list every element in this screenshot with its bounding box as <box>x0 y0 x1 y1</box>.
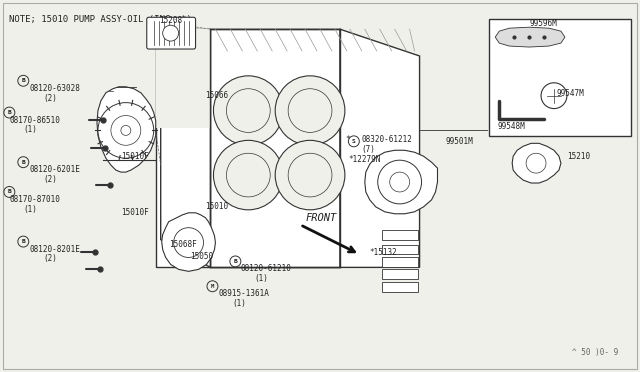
Circle shape <box>214 76 283 145</box>
Circle shape <box>214 140 283 210</box>
Text: (2): (2) <box>44 175 57 184</box>
Circle shape <box>98 103 154 158</box>
Polygon shape <box>97 87 156 172</box>
Polygon shape <box>512 143 561 183</box>
Text: (1): (1) <box>23 205 37 214</box>
Text: *: * <box>345 135 350 144</box>
Bar <box>381 269 417 279</box>
Circle shape <box>111 116 141 145</box>
Circle shape <box>526 153 546 173</box>
Text: 08320-61212: 08320-61212 <box>362 135 413 144</box>
Text: 08170-87010: 08170-87010 <box>10 195 60 204</box>
Text: (1): (1) <box>232 299 246 308</box>
Text: (7): (7) <box>362 145 376 154</box>
Text: 08120-63028: 08120-63028 <box>29 84 80 93</box>
Bar <box>381 282 417 292</box>
Polygon shape <box>365 150 438 214</box>
Text: B: B <box>21 160 25 165</box>
Circle shape <box>227 89 270 132</box>
Text: 08120-8201E: 08120-8201E <box>29 244 80 254</box>
Text: B: B <box>234 259 237 264</box>
Text: (2): (2) <box>44 94 57 103</box>
Text: B: B <box>8 110 12 115</box>
Bar <box>211 29 340 267</box>
Circle shape <box>288 153 332 197</box>
Text: 15208: 15208 <box>159 16 182 25</box>
Circle shape <box>390 172 410 192</box>
Text: ^ 50 )0- 9: ^ 50 )0- 9 <box>572 348 619 357</box>
Text: 08120-61210: 08120-61210 <box>241 264 291 273</box>
Circle shape <box>275 76 345 145</box>
Polygon shape <box>340 29 420 267</box>
Text: 15050: 15050 <box>191 251 214 260</box>
Text: NOTE; 15010 PUMP ASSY-OIL (INC. *): NOTE; 15010 PUMP ASSY-OIL (INC. *) <box>10 15 192 24</box>
Polygon shape <box>495 27 565 47</box>
Text: 99501M: 99501M <box>445 137 473 146</box>
Text: (1): (1) <box>23 125 37 134</box>
Text: *12279N: *12279N <box>348 155 380 164</box>
Text: 15010: 15010 <box>205 202 228 211</box>
Bar <box>156 29 211 128</box>
Bar <box>381 244 417 254</box>
Bar <box>156 29 340 267</box>
Text: 08915-1361A: 08915-1361A <box>218 289 269 298</box>
Text: 99596M: 99596M <box>529 19 557 28</box>
Circle shape <box>288 89 332 132</box>
Text: 15010F: 15010F <box>121 208 148 217</box>
Text: FRONT: FRONT <box>305 213 336 223</box>
Text: B: B <box>21 78 25 83</box>
Text: M: M <box>211 284 214 289</box>
Text: (1): (1) <box>254 274 268 283</box>
Text: 99547M: 99547M <box>557 89 585 98</box>
Text: (2): (2) <box>44 254 57 263</box>
Circle shape <box>163 25 179 41</box>
FancyBboxPatch shape <box>147 17 196 49</box>
Circle shape <box>173 228 204 257</box>
Text: 15068F: 15068F <box>169 240 196 248</box>
Circle shape <box>275 140 345 210</box>
Text: 99548M: 99548M <box>497 122 525 131</box>
Text: 08120-6201E: 08120-6201E <box>29 165 80 174</box>
Text: S: S <box>352 139 356 144</box>
Text: 15210: 15210 <box>567 152 590 161</box>
Text: B: B <box>8 189 12 195</box>
Text: B: B <box>21 239 25 244</box>
Bar <box>381 257 417 267</box>
Circle shape <box>121 125 131 135</box>
Polygon shape <box>161 29 211 267</box>
Circle shape <box>227 153 270 197</box>
Circle shape <box>378 160 422 204</box>
Text: 15010F: 15010F <box>121 152 148 161</box>
Bar <box>381 230 417 240</box>
Text: 15066: 15066 <box>205 91 228 100</box>
Bar <box>489 19 630 137</box>
Polygon shape <box>162 213 216 271</box>
Circle shape <box>541 83 567 109</box>
Text: *15132: *15132 <box>370 247 397 257</box>
Text: 08170-86510: 08170-86510 <box>10 116 60 125</box>
